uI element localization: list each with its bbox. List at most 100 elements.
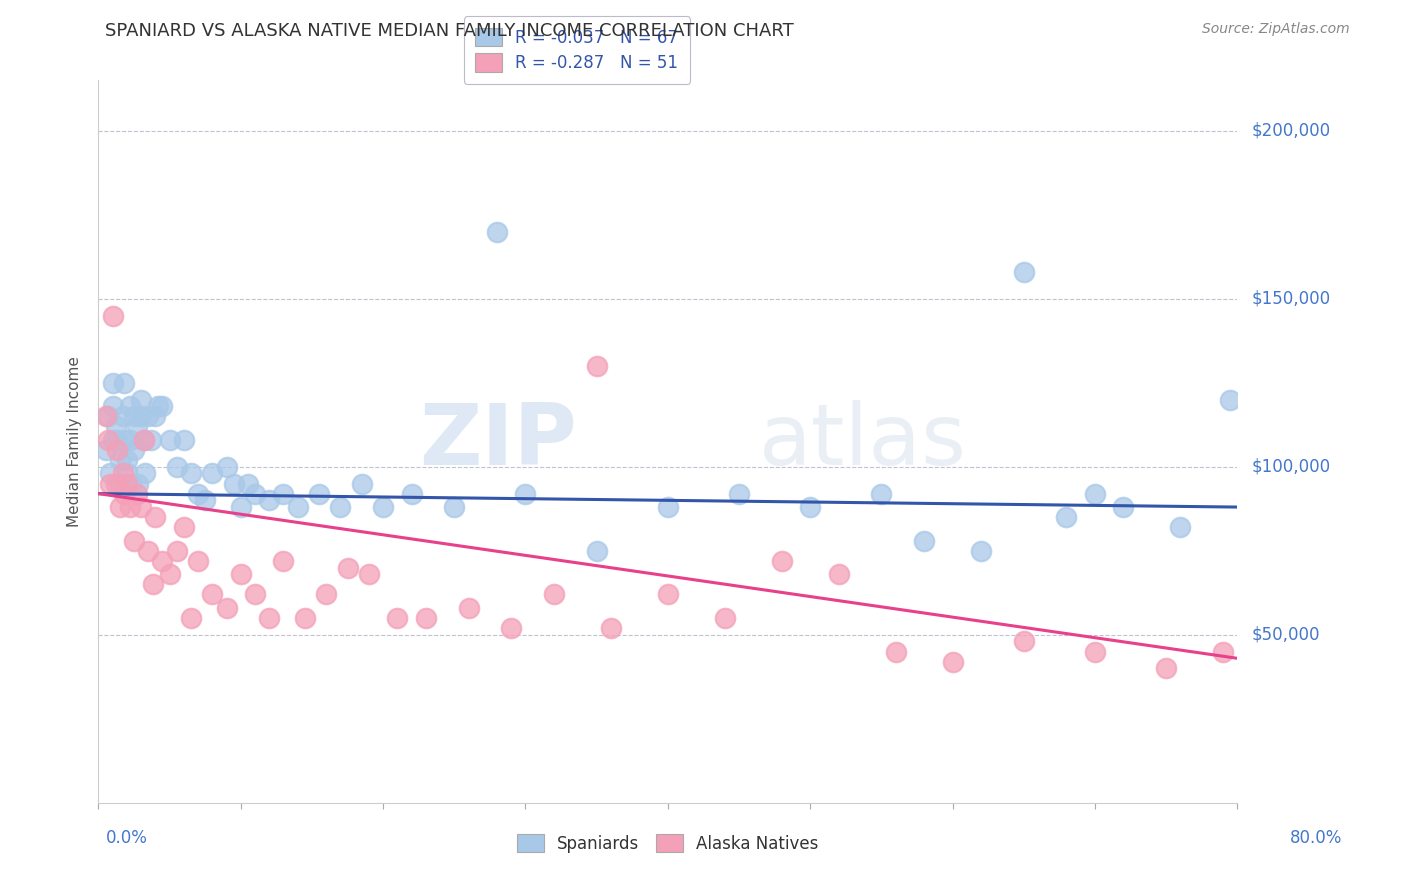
Point [129,392,152,407]
Point [115,476,138,491]
Point [329,500,352,514]
Point [1084,644,1107,658]
Point [122,442,145,457]
Point [1012,634,1035,648]
Point [180,467,202,481]
Point [166,543,188,558]
Point [112,376,135,390]
Point [1084,486,1107,500]
Text: ZIP: ZIP [419,400,576,483]
Point [187,486,209,500]
Point [457,600,479,615]
Point [132,433,155,447]
Point [115,453,138,467]
Legend: Spaniards, Alaska Natives: Spaniards, Alaska Natives [510,828,825,860]
Point [180,611,202,625]
Point [884,644,907,658]
Point [148,399,170,413]
Point [98,476,121,491]
Point [111,467,134,481]
Text: $150,000: $150,000 [1251,290,1330,308]
Y-axis label: Median Family Income: Median Family Income [67,356,83,527]
Point [657,587,679,601]
Point [515,486,537,500]
Point [104,419,127,434]
Point [127,476,149,491]
Point [401,486,423,500]
Point [166,459,188,474]
Point [1112,500,1135,514]
Point [159,567,181,582]
Point [1212,644,1234,658]
Point [273,486,295,500]
Point [222,476,245,491]
Point [97,433,120,447]
Point [600,621,623,635]
Point [132,433,155,447]
Point [828,567,851,582]
Point [173,433,195,447]
Point [139,433,162,447]
Point [501,621,523,635]
Point [201,467,224,481]
Point [714,611,737,625]
Point [1170,520,1192,534]
Point [486,225,509,239]
Point [585,359,607,373]
Point [287,500,309,514]
Point [942,655,965,669]
Point [336,560,359,574]
Point [1154,661,1177,675]
Point [387,611,409,625]
Point [112,433,135,447]
Point [118,433,141,447]
Point [1012,265,1035,279]
Text: $100,000: $100,000 [1251,458,1330,475]
Point [443,500,465,514]
Point [415,611,437,625]
Point [122,533,145,548]
Point [134,467,156,481]
Point [101,433,124,447]
Point [308,486,330,500]
Point [585,543,607,558]
Text: atlas: atlas [759,400,967,483]
Point [657,500,679,514]
Text: 80.0%: 80.0% [1291,829,1343,847]
Point [136,409,159,424]
Point [799,500,821,514]
Point [173,520,195,534]
Point [101,309,124,323]
Point [98,467,121,481]
Point [159,433,181,447]
Point [141,577,163,591]
Point [236,476,259,491]
Point [145,409,167,424]
Point [101,376,124,390]
Point [145,510,167,524]
Point [543,587,565,601]
Point [125,419,148,434]
Point [112,486,135,500]
Point [108,476,131,491]
Point [357,567,380,582]
Point [105,442,128,457]
Point [770,554,793,568]
Point [125,486,148,500]
Point [152,399,174,413]
Point [215,459,238,474]
Point [187,554,209,568]
Point [104,476,127,491]
Point [243,486,266,500]
Point [243,587,266,601]
Point [870,486,893,500]
Point [970,543,993,558]
Point [194,493,217,508]
Point [294,611,316,625]
Point [315,587,337,601]
Point [912,533,935,548]
Point [728,486,751,500]
Point [273,554,295,568]
Text: Source: ZipAtlas.com: Source: ZipAtlas.com [1202,22,1350,37]
Point [215,600,238,615]
